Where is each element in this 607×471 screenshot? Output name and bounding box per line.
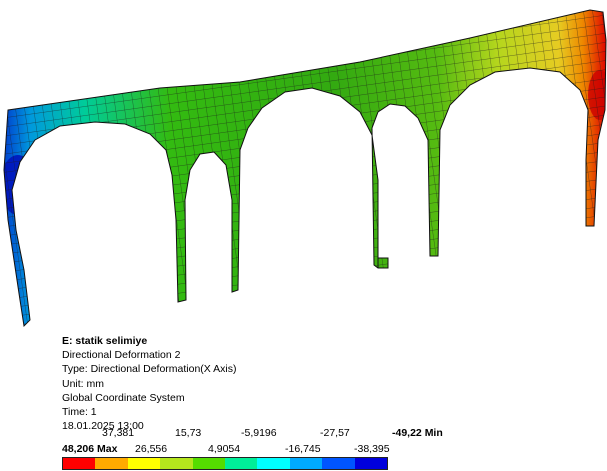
legend-min-label: -49,22 Min xyxy=(392,427,443,439)
legend-upper-label: 15,73 xyxy=(175,427,202,439)
legend-color-segment xyxy=(160,458,193,469)
legend-lower-label: -38,395 xyxy=(354,443,390,455)
result-name: Directional Deformation 2 xyxy=(62,349,181,362)
legend-lower-label: 26,556 xyxy=(135,443,168,455)
legend-color-segment xyxy=(95,458,128,469)
legend-color-bar xyxy=(62,457,388,470)
legend-upper-label: -27,57 xyxy=(320,427,350,439)
legend-color-segment xyxy=(257,458,290,469)
timestamp: 18.01.2025 13:00 xyxy=(62,420,144,433)
deformation-contour-plot xyxy=(3,9,607,327)
coordinate-system: Global Coordinate System xyxy=(62,391,185,404)
result-info-panel: E: statik selimiye Directional Deformati… xyxy=(62,334,236,433)
legend-color-segment xyxy=(322,458,355,469)
legend-lower-label: -16,745 xyxy=(285,443,321,455)
legend-color-segment xyxy=(127,458,161,469)
time-step: Time: 1 xyxy=(62,406,97,419)
legend-color-segment xyxy=(289,458,323,469)
legend-color-segment xyxy=(63,458,96,469)
legend-upper-label: 37,381 xyxy=(102,427,135,439)
legend-color-segment xyxy=(192,458,226,469)
legend-lower-label: 4,9054 xyxy=(208,443,241,455)
result-unit: Unit: mm xyxy=(62,377,104,390)
legend-color-segment xyxy=(354,458,388,469)
legend-color-segment xyxy=(225,458,258,469)
analysis-title: E: statik selimiye xyxy=(62,335,148,347)
result-type: Type: Directional Deformation(X Axis) xyxy=(62,363,237,376)
legend-max-label: 48,206 Max xyxy=(62,443,118,455)
legend-upper-label: -5,9196 xyxy=(241,427,277,439)
